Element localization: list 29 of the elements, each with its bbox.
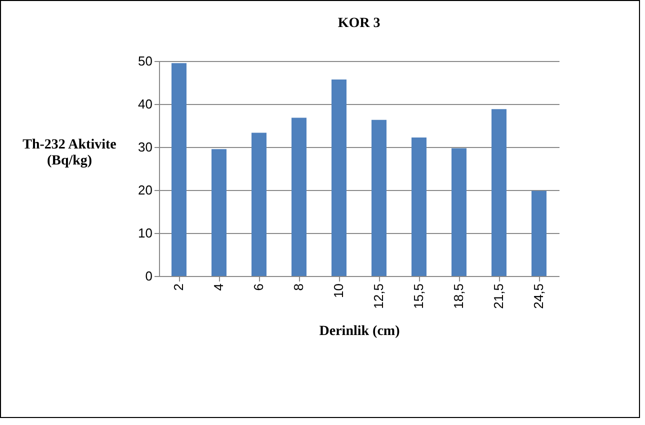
- bar: [412, 138, 426, 276]
- bar: [452, 148, 466, 276]
- bar: [212, 149, 226, 276]
- x-tick-label: 10: [331, 284, 346, 298]
- y-tick-label: 40: [138, 96, 152, 112]
- x-tick-label: 6: [251, 284, 266, 291]
- bar: [172, 63, 186, 276]
- x-tick-label: 2: [171, 284, 186, 291]
- y-tick-label: 10: [138, 226, 152, 240]
- x-tick-label: 8: [291, 284, 306, 291]
- bar: [372, 120, 386, 276]
- x-tick-label: 21,5: [491, 284, 506, 309]
- x-tick-label: 15,5: [411, 284, 426, 309]
- bar: [332, 79, 346, 276]
- bar: [292, 118, 306, 276]
- y-tick-label: 30: [138, 140, 152, 154]
- x-axis-title: Derinlik (cm): [319, 324, 400, 339]
- y-tick-label: 50: [138, 54, 152, 68]
- chart-title: KOR 3: [338, 16, 380, 31]
- bar: [492, 109, 506, 276]
- y-tick-label: 0: [145, 268, 152, 284]
- x-tick-label: 24,5: [531, 284, 546, 309]
- bar: [252, 132, 266, 276]
- x-tick-label: 12,5: [371, 284, 386, 309]
- y-tick-label: 20: [138, 182, 152, 198]
- x-tick-label: 18,5: [451, 284, 466, 309]
- bar: [532, 190, 546, 276]
- x-tick-label: 4: [211, 284, 226, 291]
- y-axis-title: Th-232 Aktivite (Bq/kg): [22, 138, 116, 168]
